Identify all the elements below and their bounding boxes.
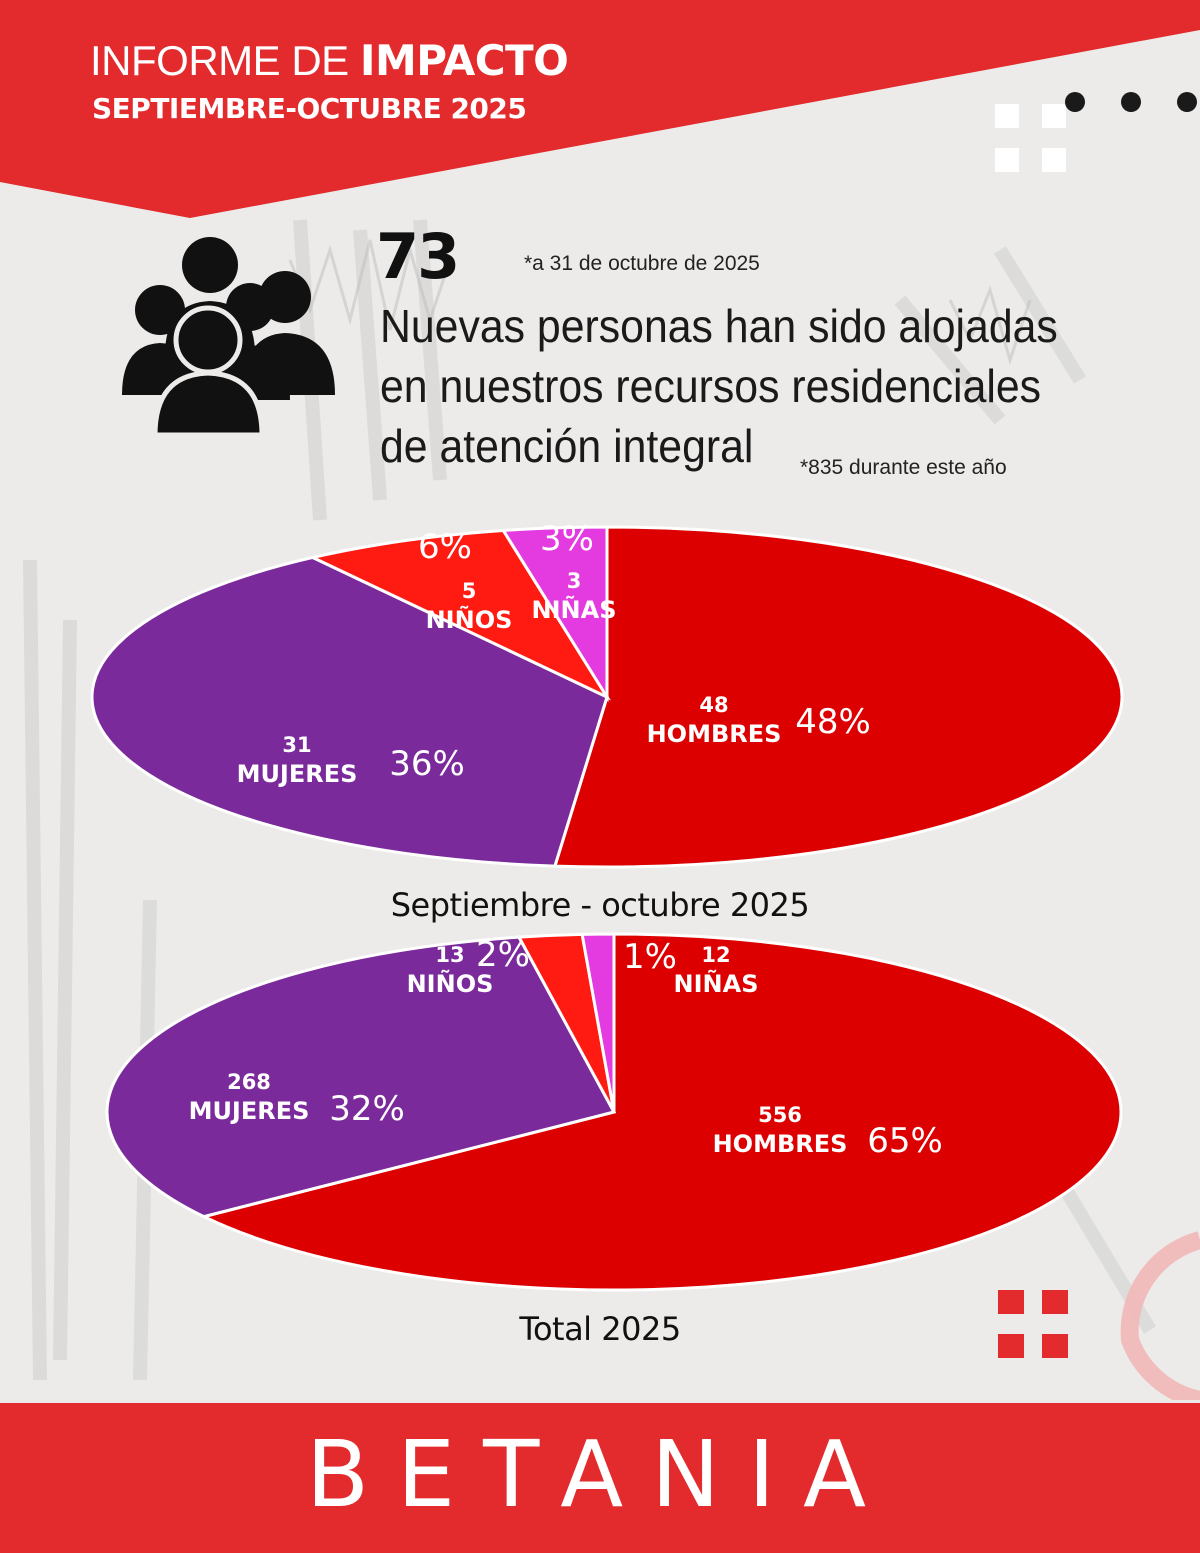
stat-year-total-note: *835 durante este año [800, 456, 1007, 479]
pie-slice-ninas [500, 525, 609, 703]
stat-number: 73 [376, 220, 460, 293]
slice-category-label: 268 MUJERES [189, 1070, 310, 1125]
footer-banner: BETANIA [0, 1403, 1200, 1553]
slice-category-label: 3 NIÑAS [532, 569, 617, 624]
report-period: SEPTIEMBRE-OCTUBRE 2025 [92, 92, 527, 125]
decorative-squares-arc [998, 1231, 1200, 1400]
slice-category-label: 31 MUJERES [237, 733, 358, 788]
people-group-icon [122, 237, 335, 435]
pie-slice-mujeres [105, 935, 617, 1219]
chart-title-total: Total 2025 [519, 1310, 681, 1348]
slice-percent-label: 48% [795, 702, 871, 742]
slice-percent-label: 65% [867, 1121, 943, 1161]
slice-percent-label: 1% [623, 937, 677, 977]
pie-slice-ninos [308, 528, 611, 701]
decorative-squares-dots [995, 92, 1197, 172]
pie-slice-ninas [580, 932, 616, 1113]
pie-slice-mujeres [90, 555, 609, 868]
brand-logo-text: BETANIA [305, 1421, 895, 1528]
pie-slice-hombres [552, 525, 1124, 869]
report-title: INFORME DE IMPACTO [90, 36, 569, 85]
brand-logo-heart-mark [0, 1403, 1200, 1553]
slice-category-label: 13 NIÑOS [407, 943, 494, 998]
brand-logo: BETANIA [0, 1421, 1200, 1528]
pie-slice-hombres [199, 932, 1123, 1292]
stat-as-of-date: *a 31 de octubre de 2025 [524, 252, 760, 275]
slice-percent-label: 6% [418, 527, 472, 567]
slice-percent-label: 32% [329, 1089, 405, 1129]
title-bold: IMPACTO [359, 36, 569, 85]
slice-category-label: 556 HOMBRES [713, 1103, 848, 1158]
pie-chart-period: 48 HOMBRES 48% 31 MUJERES 36% 5 NIÑOS 6% 3 NIÑAS 3% [90, 519, 1124, 869]
stat-description-line: de atención integral [380, 420, 754, 472]
stat-description-line: Nuevas personas han sido alojadas [380, 300, 1058, 352]
slice-category-label: 48 HOMBRES [647, 693, 782, 748]
slice-category-label: 5 NIÑOS [426, 579, 513, 634]
stat-description-line: en nuestros recursos residenciales [380, 360, 1042, 412]
slice-percent-label: 3% [540, 519, 594, 559]
slice-percent-label: 36% [389, 744, 465, 784]
header-banner [0, 0, 1200, 218]
stat-description: Nuevas personas han sido alojadas en nue… [380, 296, 1058, 476]
slice-percent-label: 2% [476, 935, 530, 975]
title-prefix: INFORME DE [90, 37, 349, 84]
chart-title-period: Septiembre - octubre 2025 [390, 886, 810, 924]
slice-category-label: 12 NIÑAS [674, 943, 759, 998]
